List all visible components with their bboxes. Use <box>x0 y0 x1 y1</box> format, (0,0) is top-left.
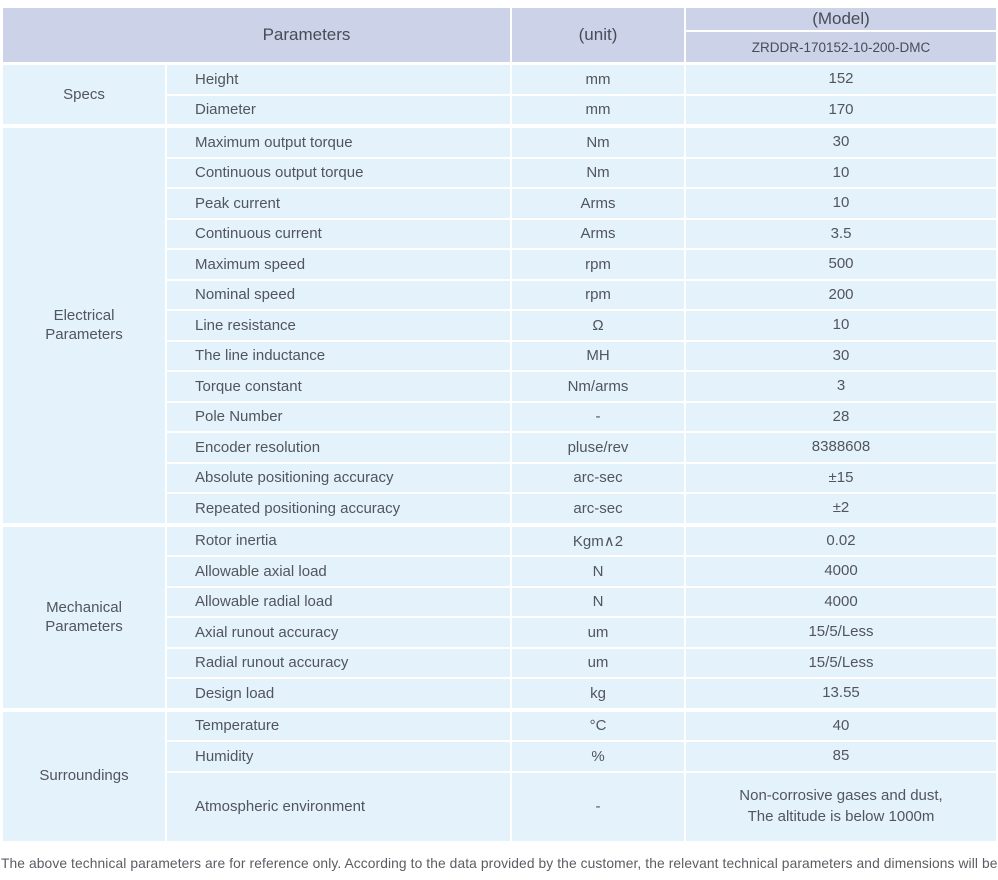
unit-cell: N <box>512 557 684 586</box>
header-model-label: (Model) <box>686 8 996 32</box>
group-mechanical: Mechanical Parameters Rotor inertia Kgm∧… <box>3 526 996 708</box>
param-name-cell: Line resistance <box>167 311 510 340</box>
param-name-cell: Maximum speed <box>167 250 510 279</box>
param-name-cell: Design load <box>167 679 510 708</box>
value-cell: 30 <box>686 128 996 157</box>
param-name-cell: Continuous output torque <box>167 158 510 187</box>
unit-cell: % <box>512 742 684 771</box>
unit-cell: MH <box>512 341 684 370</box>
group-label: Surroundings <box>3 711 165 841</box>
unit-cell: °C <box>512 711 684 740</box>
group-electrical: Electrical Parameters Maximum output tor… <box>3 128 996 523</box>
table-header: Parameters (unit) (Model) ZRDDR-170152-1… <box>3 8 996 62</box>
unit-cell: arc-sec <box>512 494 684 523</box>
value-cell: Non-corrosive gases and dust, The altitu… <box>686 772 996 841</box>
param-name-cell: Maximum output torque <box>167 128 510 157</box>
param-name-cell: Rotor inertia <box>167 526 510 555</box>
unit-cell: - <box>512 402 684 431</box>
param-name-cell: Allowable axial load <box>167 557 510 586</box>
value-cell: ±2 <box>686 494 996 523</box>
unit-cell: kg <box>512 679 684 708</box>
unit-cell: Ω <box>512 311 684 340</box>
value-cell: 8388608 <box>686 433 996 462</box>
unit-cell: mm <box>512 95 684 124</box>
unit-cell: - <box>512 772 684 841</box>
group-label: Mechanical Parameters <box>3 526 165 708</box>
param-name-cell: Absolute positioning accuracy <box>167 463 510 492</box>
value-cell: 4000 <box>686 587 996 616</box>
param-name-cell: Humidity <box>167 742 510 771</box>
param-name-cell: Height <box>167 65 510 94</box>
unit-cell: pluse/rev <box>512 433 684 462</box>
param-name-cell: Axial runout accuracy <box>167 618 510 647</box>
value-cell: ±15 <box>686 463 996 492</box>
unit-cell: um <box>512 648 684 677</box>
group-label: Specs <box>3 65 165 124</box>
value-cell: 10 <box>686 189 996 218</box>
header-model: (Model) ZRDDR-170152-10-200-DMC <box>686 8 996 62</box>
param-name-cell: Peak current <box>167 189 510 218</box>
value-cell: 10 <box>686 158 996 187</box>
param-name-cell: Encoder resolution <box>167 433 510 462</box>
param-name-cell: Allowable radial load <box>167 587 510 616</box>
value-cell: 3.5 <box>686 219 996 248</box>
param-name-cell: Nominal speed <box>167 280 510 309</box>
unit-cell: mm <box>512 65 684 94</box>
value-cell: 15/5/Less <box>686 648 996 677</box>
param-name-cell: Repeated positioning accuracy <box>167 494 510 523</box>
param-name-cell: Torque constant <box>167 372 510 401</box>
param-name-cell: The line inductance <box>167 341 510 370</box>
unit-cell: Arms <box>512 219 684 248</box>
param-name-cell: Atmospheric environment <box>167 772 510 841</box>
value-cell: 15/5/Less <box>686 618 996 647</box>
spec-table: Parameters (unit) (Model) ZRDDR-170152-1… <box>3 8 996 841</box>
unit-cell: Nm <box>512 128 684 157</box>
value-cell: 500 <box>686 250 996 279</box>
header-unit: (unit) <box>512 8 684 62</box>
unit-cell: Nm/arms <box>512 372 684 401</box>
unit-cell: um <box>512 618 684 647</box>
group-surroundings: Surroundings Temperature °C 40 Humidity … <box>3 711 996 841</box>
unit-cell: Nm <box>512 158 684 187</box>
unit-cell: Kgm∧2 <box>512 526 684 555</box>
param-name-cell: Pole Number <box>167 402 510 431</box>
group-specs: Specs Height mm 152 Diameter mm 170 <box>3 65 996 124</box>
value-cell: 40 <box>686 711 996 740</box>
value-cell: 30 <box>686 341 996 370</box>
value-cell: 170 <box>686 95 996 124</box>
value-cell: 200 <box>686 280 996 309</box>
reference-note: The above technical parameters are for r… <box>1 855 998 871</box>
unit-cell: arc-sec <box>512 463 684 492</box>
header-model-value: ZRDDR-170152-10-200-DMC <box>751 39 931 55</box>
param-name-cell: Radial runout accuracy <box>167 648 510 677</box>
param-name-cell: Temperature <box>167 711 510 740</box>
value-cell: 10 <box>686 311 996 340</box>
value-cell: 0.02 <box>686 526 996 555</box>
unit-cell: rpm <box>512 250 684 279</box>
param-name-cell: Diameter <box>167 95 510 124</box>
value-cell: 152 <box>686 65 996 94</box>
unit-cell: Arms <box>512 189 684 218</box>
value-cell: 4000 <box>686 557 996 586</box>
unit-cell: N <box>512 587 684 616</box>
unit-cell: rpm <box>512 280 684 309</box>
value-cell: 13.55 <box>686 679 996 708</box>
value-cell: 3 <box>686 372 996 401</box>
param-name-cell: Continuous current <box>167 219 510 248</box>
group-label: Electrical Parameters <box>3 128 165 523</box>
value-cell: 28 <box>686 402 996 431</box>
header-parameters: Parameters <box>3 8 510 62</box>
value-cell: 85 <box>686 742 996 771</box>
